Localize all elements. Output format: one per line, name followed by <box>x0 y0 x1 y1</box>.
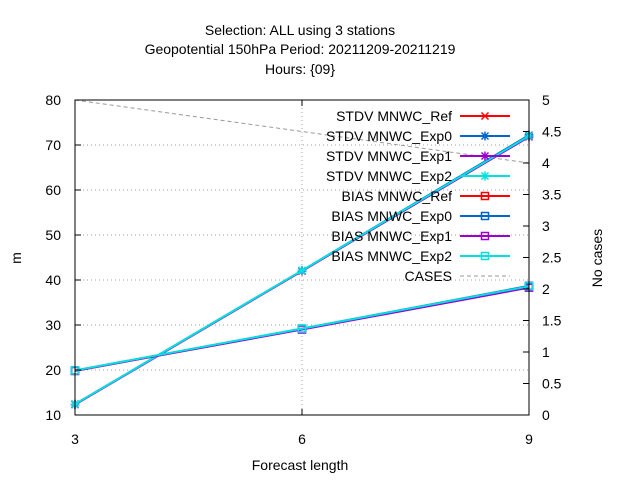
title-line-3: Hours: {09} <box>265 61 335 77</box>
x-tick-label: 9 <box>525 431 533 447</box>
y2-tick-label: 4 <box>542 155 550 171</box>
series-layer <box>70 130 534 410</box>
legend-entry: BIAS MNWC_Exp1 <box>331 228 510 244</box>
data-point <box>480 211 490 221</box>
legend-label: STDV MNWC_Exp2 <box>326 168 452 184</box>
cases-layer <box>74 99 530 164</box>
legend-entry: BIAS MNWC_Exp2 <box>331 248 510 264</box>
y-tick-label: 10 <box>45 407 61 423</box>
data-point <box>297 266 307 276</box>
data-point <box>480 171 490 181</box>
data-point <box>480 131 490 141</box>
y2-tick-label: 3 <box>542 218 550 234</box>
series-line <box>74 285 530 372</box>
y2-tick-label: 5 <box>542 92 550 108</box>
legend-label: CASES <box>405 268 452 284</box>
data-point <box>480 151 490 161</box>
x-tick-label: 6 <box>298 431 306 447</box>
y2-tick-label: 1 <box>542 344 550 360</box>
y2-axis-label: No cases <box>589 229 605 287</box>
data-point <box>480 111 490 121</box>
chart-title: Selection: ALL using 3 stations Geopoten… <box>145 22 456 77</box>
y-axis-label: m <box>8 252 24 264</box>
legend-label: STDV MNWC_Exp0 <box>326 128 452 144</box>
data-point <box>297 324 307 333</box>
legend-entry: STDV MNWC_Exp1 <box>326 148 510 164</box>
y2-tick-label: 0.5 <box>542 376 562 392</box>
x-axis-label: Forecast length <box>252 457 349 473</box>
data-point <box>480 231 490 241</box>
grid <box>75 100 529 415</box>
legend: STDV MNWC_Ref STDV MNWC_Exp0 STDV MNWC_Exp… <box>326 108 510 284</box>
y2-tick-label: 4.5 <box>542 124 562 140</box>
y-tick-label: 20 <box>45 362 61 378</box>
y-tick-label: 40 <box>45 272 61 288</box>
legend-label: BIAS MNWC_Exp0 <box>331 208 452 224</box>
series-cases <box>74 99 530 164</box>
legend-label: BIAS MNWC_Exp1 <box>331 228 452 244</box>
legend-entry: STDV MNWC_Ref <box>336 108 510 124</box>
legend-entry: STDV MNWC_Exp2 <box>326 168 510 184</box>
y-tick-label: 70 <box>45 137 61 153</box>
legend-label: BIAS MNWC_Ref <box>342 188 453 204</box>
y2-tick-label: 0 <box>542 407 550 423</box>
x-tick-label: 3 <box>71 431 79 447</box>
y-tick-label: 80 <box>45 92 61 108</box>
y-tick-label: 50 <box>45 227 61 243</box>
title-line-2: Geopotential 150hPa Period: 20211209-202… <box>145 41 456 57</box>
axis-ticks: 10 20 30 40 50 60 70 80 0 0.5 1 1.5 2 2.5 3 3.5 4 4.5 5 3 6 9 <box>45 92 561 447</box>
legend-label: STDV MNWC_Ref <box>336 108 452 124</box>
legend-entry: BIAS MNWC_Ref <box>342 188 510 204</box>
series-line <box>74 99 530 164</box>
legend-label: BIAS MNWC_Exp2 <box>331 248 452 264</box>
plot-border <box>74 99 530 416</box>
data-point <box>480 251 490 261</box>
y2-tick-label: 1.5 <box>542 313 562 329</box>
data-point <box>480 191 490 201</box>
y-tick-label: 30 <box>45 317 61 333</box>
legend-entry: STDV MNWC_Exp0 <box>326 128 510 144</box>
legend-entry: BIAS MNWC_Exp0 <box>331 208 510 224</box>
y2-tick-label: 2 <box>542 281 550 297</box>
y2-tick-label: 3.5 <box>542 187 562 203</box>
y2-tick-label: 2.5 <box>542 250 562 266</box>
legend-label: STDV MNWC_Exp1 <box>326 148 452 164</box>
title-line-1: Selection: ALL using 3 stations <box>205 22 395 38</box>
y-tick-label: 60 <box>45 182 61 198</box>
legend-entry: CASES <box>405 268 510 284</box>
